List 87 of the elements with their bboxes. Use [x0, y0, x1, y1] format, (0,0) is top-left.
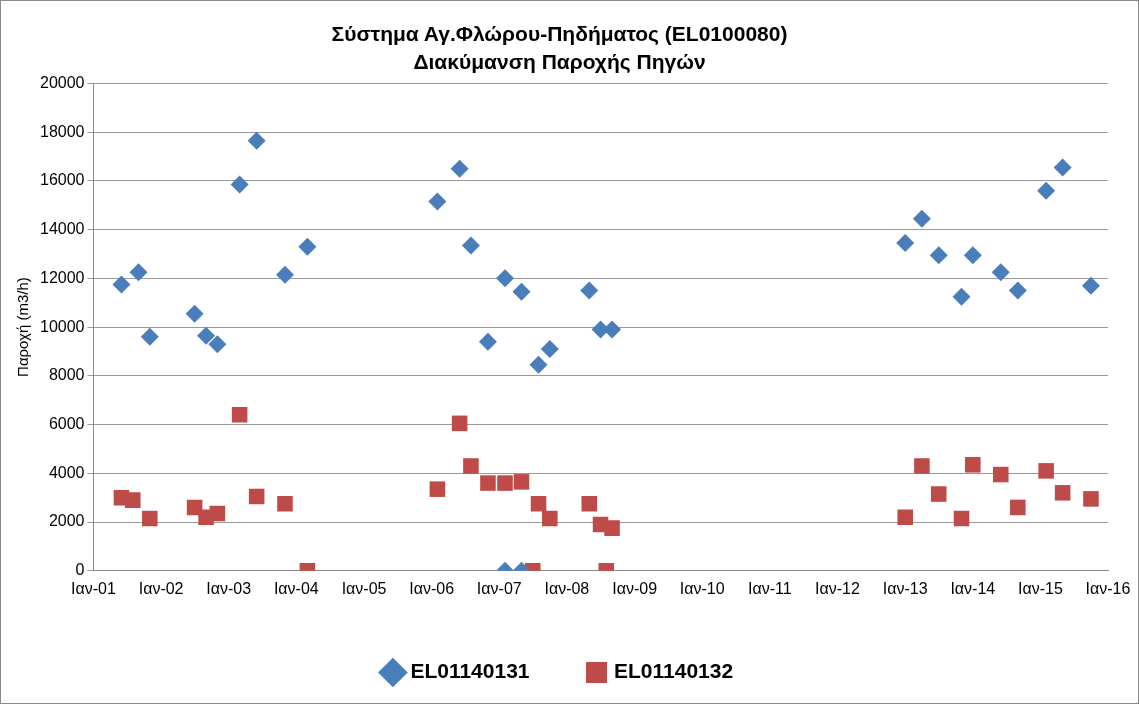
point — [197, 326, 216, 345]
y-tick-label: 20000 — [39, 73, 85, 91]
point — [124, 492, 141, 508]
x-tick-label: Ιαν-10 — [679, 579, 725, 597]
point — [512, 282, 531, 301]
y-axis-title: Παροχή (m3/h) — [14, 277, 32, 377]
point — [540, 340, 559, 359]
x-tick-label: Ιαν-12 — [815, 579, 860, 597]
point — [912, 209, 931, 228]
x-tick-label: Ιαν-16 — [1085, 579, 1131, 597]
point — [429, 481, 446, 497]
point — [298, 237, 317, 256]
point — [1083, 491, 1099, 507]
point — [1054, 485, 1071, 501]
y-tick-label: 18000 — [39, 122, 85, 140]
y-tick-label: 8000 — [48, 366, 85, 384]
point — [1037, 181, 1056, 200]
point — [428, 192, 447, 211]
point — [952, 287, 971, 306]
point — [208, 335, 227, 354]
x-tick-label: Ιαν-05 — [341, 579, 387, 597]
chart-subtitle: Διακύμανση Παροχής Πηγών — [413, 49, 706, 74]
y-tick-label: 10000 — [39, 317, 85, 335]
point — [992, 466, 1009, 483]
point — [963, 246, 982, 265]
point — [1008, 281, 1027, 300]
x-tick-label: Ιαν-01 — [71, 579, 116, 597]
point — [275, 265, 294, 284]
x-tick-label: Ιαν-03 — [206, 579, 252, 597]
x-tick-label: Ιαν-15 — [1017, 579, 1063, 597]
x-tick-label: Ιαν-06 — [409, 579, 455, 597]
point — [450, 159, 469, 178]
point — [896, 234, 915, 253]
point — [542, 510, 558, 527]
point — [1038, 463, 1054, 479]
point — [530, 496, 547, 512]
x-tick-label: Ιαν-13 — [882, 579, 928, 597]
y-tick-label: 14000 — [39, 220, 85, 238]
point — [478, 332, 497, 351]
point — [897, 509, 913, 525]
point — [129, 263, 148, 282]
x-tick-label: Ιαν-08 — [544, 579, 590, 597]
x-tick-label: Ιαν-02 — [138, 579, 184, 597]
point — [1081, 276, 1100, 295]
x-tick-label: Ιαν-14 — [950, 579, 996, 597]
point — [247, 131, 266, 150]
point — [930, 486, 947, 502]
point — [604, 520, 620, 536]
point — [953, 510, 970, 527]
point — [513, 474, 530, 490]
point — [248, 488, 265, 505]
y-tick-label: 0 — [75, 561, 85, 579]
point — [1053, 158, 1072, 177]
point — [496, 269, 514, 288]
point — [451, 415, 468, 432]
y-tick-label: 16000 — [39, 171, 85, 189]
point — [480, 475, 496, 491]
x-tick-label: Ιαν-04 — [273, 579, 319, 597]
point — [142, 510, 158, 527]
y-tick-label: 2000 — [48, 512, 85, 530]
point — [185, 304, 204, 323]
point — [112, 275, 131, 294]
chart-title: Σύστημα Αγ.Φλώρου-Πηδήματος (EL0100080) — [331, 22, 788, 47]
point — [209, 505, 226, 522]
point — [580, 281, 599, 300]
point — [581, 496, 598, 512]
y-tick-label: 6000 — [48, 414, 85, 432]
point — [497, 475, 513, 491]
point — [463, 458, 479, 474]
point — [231, 407, 248, 423]
y-tick-label: 4000 — [48, 463, 85, 481]
point — [914, 458, 930, 474]
legend-label: EL01140132 — [614, 659, 734, 683]
point — [1010, 499, 1026, 516]
point — [529, 355, 548, 374]
point — [230, 175, 249, 194]
point — [965, 457, 981, 473]
point — [277, 496, 293, 512]
x-tick-label: Ιαν-09 — [612, 579, 658, 597]
point — [991, 263, 1010, 282]
legend-label: EL01140131 — [410, 659, 530, 683]
y-tick-label: 12000 — [39, 268, 85, 286]
point — [929, 246, 948, 265]
x-tick-label: Ιαν-07 — [476, 579, 522, 597]
x-tick-label: Ιαν-11 — [748, 579, 792, 597]
point — [461, 236, 480, 255]
point — [140, 327, 159, 346]
